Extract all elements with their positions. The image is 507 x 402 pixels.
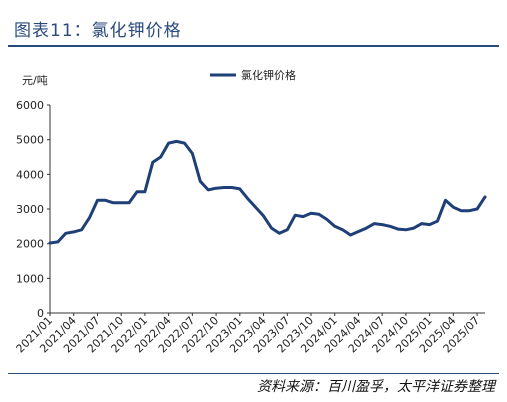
y-tick-label: 6000 bbox=[16, 99, 44, 112]
plot-area bbox=[48, 139, 487, 245]
y-axis-unit: 元/吨 bbox=[22, 74, 48, 87]
source-note: 资料来源：百川盈孚，太平洋证券整理 bbox=[257, 379, 495, 395]
y-tick-label: 2000 bbox=[16, 238, 44, 251]
y-tick-label: 3000 bbox=[16, 203, 44, 216]
series-line bbox=[48, 139, 487, 245]
source-rule bbox=[8, 373, 499, 374]
y-tick-label: 4000 bbox=[16, 168, 44, 181]
axes: 元/吨01000200030004000500060002021/012021/… bbox=[14, 74, 485, 355]
title-rule bbox=[8, 45, 499, 47]
legend: 氯化钾价格 bbox=[210, 68, 296, 82]
y-tick-label: 5000 bbox=[16, 134, 44, 147]
chart-title: 图表11：氯化钾价格 bbox=[14, 21, 182, 41]
y-tick-label: 0 bbox=[37, 307, 44, 320]
legend-label: 氯化钾价格 bbox=[241, 68, 296, 82]
y-tick-label: 1000 bbox=[16, 272, 44, 285]
